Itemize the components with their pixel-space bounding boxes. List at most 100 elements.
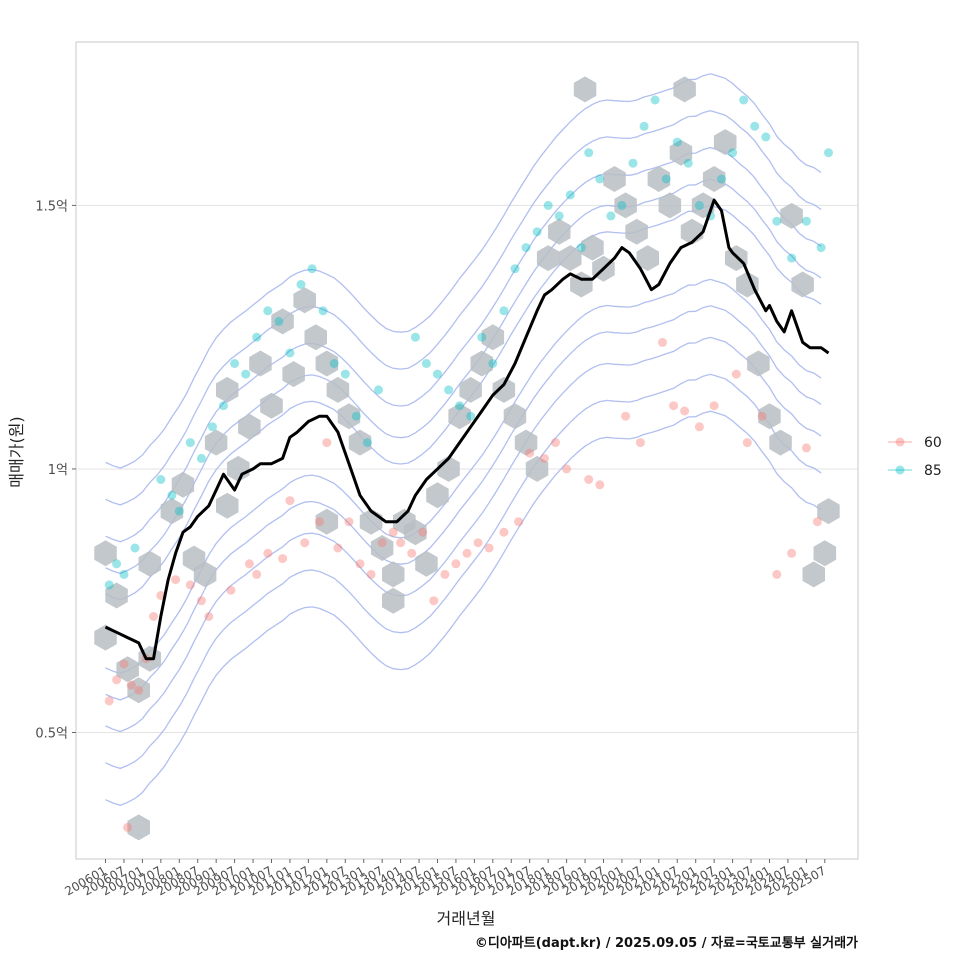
scatter-point-60	[562, 464, 572, 474]
hexbin-cell	[758, 403, 781, 430]
hexbin-cell	[548, 218, 571, 245]
scatter-point-60	[377, 538, 387, 548]
scatter-point-60	[540, 453, 549, 463]
scatter-point-85	[595, 174, 605, 184]
hexbin-cell	[238, 413, 261, 440]
hexbin-cell	[370, 535, 394, 561]
scatter-point-85	[554, 211, 564, 221]
scatter-point-60	[119, 659, 129, 669]
scatter-point-85	[728, 148, 738, 158]
scatter-point-85	[761, 132, 771, 142]
scatter-point-60	[226, 585, 236, 595]
scatter-point-85	[661, 174, 671, 184]
trend-line	[104, 198, 830, 661]
scatter-point-85	[801, 216, 811, 226]
scatter-point-85	[510, 264, 520, 274]
scatter-point-60	[171, 575, 181, 585]
hexbin-cell	[193, 561, 217, 588]
y-tick-label: 0.5억	[35, 726, 68, 741]
hexbin-cell	[127, 677, 150, 704]
scatter-point-85	[410, 332, 420, 342]
scatter-point-60	[731, 369, 741, 379]
scatter-point-60	[451, 559, 461, 569]
scatter-point-85	[565, 190, 575, 200]
scatter-point-60	[112, 675, 122, 685]
scatter-point-60	[300, 538, 310, 548]
scatter-point-85	[318, 306, 328, 316]
scatter-point-60	[252, 569, 262, 579]
scatter-point-85	[543, 200, 553, 210]
legend-label-60: 60	[924, 435, 942, 451]
hexbin-cell	[337, 403, 361, 430]
scatter-point-85	[466, 411, 476, 421]
scatter-point-85	[104, 580, 114, 590]
y-tick-label: 1억	[48, 463, 68, 478]
scatter-point-85	[787, 253, 797, 263]
scatter-point-60	[584, 475, 594, 484]
scatter-point-60	[278, 554, 288, 564]
scatter-point-85	[628, 158, 638, 168]
hexbin-cell	[614, 192, 637, 219]
scatter-point-60	[429, 596, 439, 606]
scatter-point-60	[694, 422, 704, 432]
scatter-point-85	[739, 95, 749, 105]
scatter-point-60	[801, 443, 811, 453]
scatter-point-60	[344, 517, 354, 527]
scatter-point-60	[123, 822, 133, 832]
hexbin-cell	[702, 166, 726, 192]
scatter-point-85	[772, 216, 782, 226]
scatter-point-60	[680, 406, 690, 416]
scatter-point-85	[421, 359, 431, 368]
hexbin-cell	[426, 482, 449, 509]
scatter-point-60	[812, 517, 822, 527]
hexbin-cell	[647, 166, 671, 192]
hexbin-cell	[573, 76, 597, 103]
density-contour	[105, 278, 822, 675]
hexbin-cell	[673, 76, 696, 103]
scatter-point-60	[499, 527, 509, 537]
scatter-point-60	[126, 680, 136, 690]
scatter-point-85	[112, 559, 122, 569]
scatter-point-60	[185, 580, 195, 590]
scatter-point-60	[595, 480, 605, 490]
density-contour	[105, 110, 822, 506]
hexbin-cell	[817, 498, 840, 525]
scatter-point-85	[444, 385, 454, 395]
scatter-point-60	[525, 448, 535, 458]
scatter-point-85	[639, 121, 649, 131]
y-axis-title: 매매가(원)	[7, 416, 26, 487]
scatter-point-85	[230, 359, 240, 368]
hexbin-cell	[492, 376, 516, 403]
legend-marker-85	[895, 465, 905, 475]
hexbin-cell	[736, 271, 759, 298]
hexbin-cell	[315, 350, 339, 377]
x-axis-ticks: 2006012006072007012007072008012008072009…	[62, 859, 828, 899]
scatter-point-85	[694, 200, 704, 210]
scatter-point-60	[104, 696, 114, 706]
hexbin-cell	[802, 561, 825, 588]
scatter-point-85	[488, 359, 498, 368]
hexbin-cell	[160, 498, 184, 525]
scatter-point-60	[709, 401, 719, 411]
hexbin-cell	[326, 376, 350, 403]
hexbin-cell	[559, 245, 582, 272]
scatter-point-60	[669, 401, 679, 411]
scatter-point-85	[477, 332, 487, 342]
hexbin-cell	[293, 287, 316, 314]
hexbin-cell	[382, 561, 405, 588]
hexbin-cell	[769, 429, 792, 456]
scatter-point-85	[219, 401, 228, 411]
scatter-point-60	[149, 612, 158, 621]
hexbin-cell	[713, 129, 737, 156]
scatter-point-60	[484, 543, 494, 553]
hexbin-cell	[514, 429, 538, 456]
scatter-point-85	[433, 369, 442, 379]
scatter-point-85	[351, 411, 361, 421]
scatter-point-60	[462, 548, 472, 558]
plot-background	[75, 41, 859, 860]
hexbin-cell	[415, 550, 438, 577]
scatter-point-60	[621, 411, 631, 421]
scatter-point-60	[473, 538, 483, 548]
scatter-points	[104, 95, 833, 832]
